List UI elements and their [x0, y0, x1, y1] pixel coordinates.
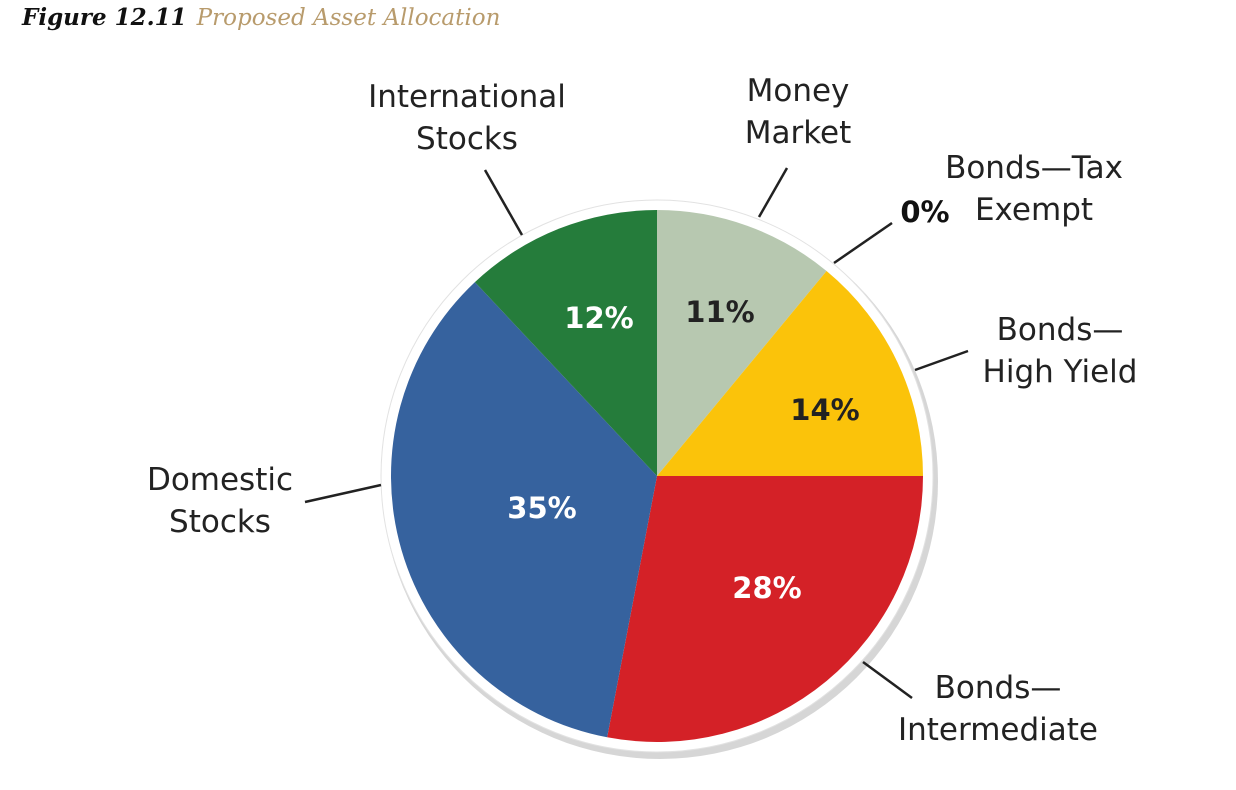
category-label-line: Stocks [169, 504, 271, 540]
leader-line-bonds-tax-exempt [833, 221, 893, 265]
value-label-bonds-tax-exempt: 0% [900, 195, 949, 229]
category-label-international-stocks: International Stocks [368, 79, 566, 157]
value-label-bonds-intermediate: 28% [732, 571, 801, 605]
figure-caption: Figure 12.11 Proposed Asset Allocation [22, 4, 500, 31]
leader-line-international-stocks [483, 169, 524, 236]
category-label-bonds-tax-exempt: Bonds—Tax Exempt [945, 150, 1123, 228]
category-label-line: Market [745, 115, 852, 151]
slice-bonds-intermediate [607, 476, 923, 742]
slice-bonds-high-yield [657, 271, 923, 476]
value-label-money-market: 11% [685, 295, 754, 329]
category-label-line: Bonds— [935, 670, 1062, 706]
leader-line-bonds-intermediate [862, 660, 913, 700]
category-label-line: Bonds—Tax [945, 150, 1123, 186]
category-label-domestic-stocks: Domestic Stocks [147, 462, 293, 540]
figure-number: Figure 12.11 [22, 4, 187, 31]
slice-money-market [657, 210, 827, 476]
category-label-line: Stocks [416, 121, 518, 157]
leader-line-domestic-stocks [304, 483, 382, 504]
category-label-line: High Yield [983, 354, 1138, 390]
category-label-money-market: Money Market [745, 73, 852, 151]
category-label-line: Domestic [147, 462, 293, 498]
value-label-international-stocks: 12% [564, 301, 633, 335]
category-label-line: International [368, 79, 566, 115]
category-label-line: Exempt [975, 192, 1093, 228]
category-label-bonds-high-yield: Bonds— High Yield [983, 312, 1138, 390]
leader-line-money-market [757, 167, 789, 218]
slice-international-stocks [474, 210, 657, 476]
category-label-line: Money [747, 73, 850, 109]
category-label-line: Intermediate [898, 712, 1098, 748]
leader-line-bonds-high-yield [914, 349, 969, 372]
value-label-bonds-high-yield: 14% [790, 393, 859, 427]
category-label-bonds-intermediate: Bonds— Intermediate [898, 670, 1098, 748]
category-label-line: Bonds— [997, 312, 1124, 348]
slice-domestic-stocks [391, 282, 657, 738]
value-label-domestic-stocks: 35% [507, 491, 576, 525]
figure-title: Proposed Asset Allocation [196, 5, 501, 31]
